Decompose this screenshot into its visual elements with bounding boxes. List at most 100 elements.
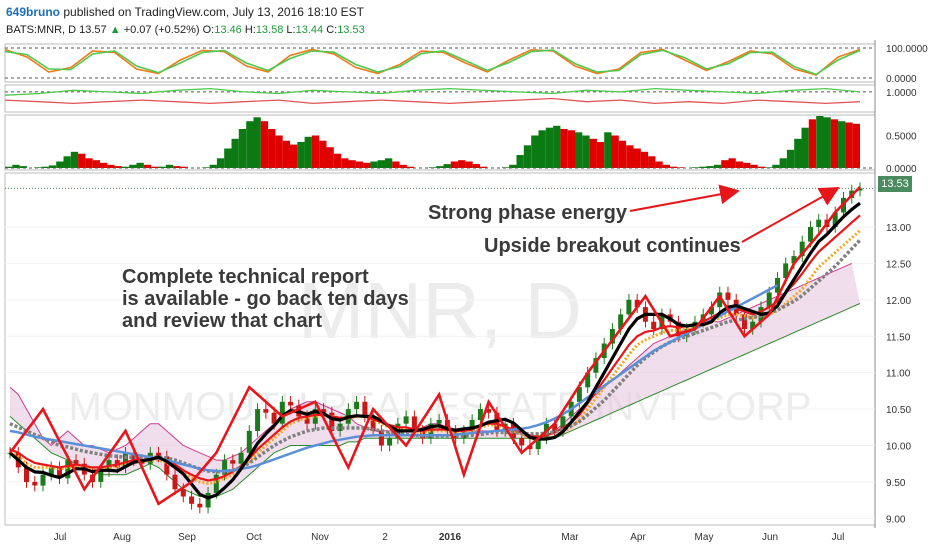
histogram-bar bbox=[786, 149, 795, 168]
time-tick-label: Jul bbox=[54, 532, 67, 543]
candle-body bbox=[750, 321, 756, 329]
annotation-breakout: Upside breakout continues bbox=[484, 235, 741, 257]
candle-body bbox=[799, 241, 805, 257]
candle-body bbox=[40, 474, 46, 486]
histogram-bar bbox=[677, 167, 685, 168]
candle-body bbox=[189, 496, 195, 504]
histogram-bar bbox=[311, 135, 320, 168]
moving-average-line bbox=[9, 284, 779, 473]
candle-body bbox=[362, 401, 368, 417]
candle-body bbox=[354, 401, 360, 410]
histogram-bar bbox=[165, 164, 174, 169]
histogram-bar bbox=[370, 161, 378, 168]
histogram-bar bbox=[706, 166, 714, 168]
candle-body bbox=[387, 438, 393, 446]
candle-body bbox=[469, 420, 475, 431]
price-tick-label: 10.50 bbox=[886, 405, 911, 416]
histogram-bar bbox=[319, 140, 327, 168]
histogram-bar bbox=[443, 164, 451, 168]
price-change: +0.07 (+0.52%) bbox=[123, 24, 200, 36]
histogram-bar bbox=[85, 158, 93, 169]
candle-body bbox=[246, 430, 252, 453]
candle-body bbox=[164, 456, 170, 475]
histogram-bar bbox=[545, 127, 554, 168]
candle-body bbox=[98, 471, 104, 482]
ticker-label[interactable]: BATS:MNR, D bbox=[6, 24, 77, 36]
histogram-bar bbox=[757, 166, 765, 168]
candle-body bbox=[329, 412, 335, 431]
last-price-tag: 13.53 bbox=[878, 176, 912, 192]
histogram-bar bbox=[377, 160, 385, 168]
time-tick-label: Oct bbox=[246, 532, 262, 543]
high-label: H: bbox=[244, 24, 256, 36]
histogram-bar bbox=[121, 166, 130, 168]
price-tick-label: 10.00 bbox=[886, 442, 911, 453]
osc-series-line bbox=[4, 87, 861, 96]
time-tick-label: Jun bbox=[762, 532, 778, 543]
histogram-bar bbox=[779, 158, 787, 169]
price-tick-label: 13.00 bbox=[886, 223, 911, 234]
candle-body bbox=[370, 416, 376, 431]
time-tick-label: Aug bbox=[113, 532, 131, 543]
up-arrow-icon: ▲ bbox=[109, 24, 121, 36]
price-tick-label: 9.00 bbox=[886, 514, 906, 525]
low-label: L: bbox=[286, 24, 296, 36]
histogram-bar bbox=[100, 162, 108, 168]
stoch-tick-label: 0.0000 bbox=[886, 74, 917, 85]
candle-body bbox=[32, 481, 38, 486]
time-tick-label: Jul bbox=[832, 532, 845, 543]
annotation-arrow bbox=[741, 187, 840, 243]
hist-tick-label: 0.5000 bbox=[886, 132, 917, 143]
candle-body bbox=[593, 358, 599, 373]
histogram-bar bbox=[290, 144, 298, 168]
histogram-bar bbox=[838, 121, 846, 168]
moving-average-line bbox=[8, 201, 861, 500]
time-tick-label: Apr bbox=[630, 532, 646, 543]
histogram-bar bbox=[238, 129, 247, 168]
histogram-bar bbox=[253, 117, 261, 168]
histogram-bar bbox=[794, 138, 802, 169]
price-tick-label: 11.00 bbox=[886, 369, 911, 380]
histogram-bar bbox=[151, 166, 159, 168]
histogram-bar bbox=[458, 160, 466, 168]
histogram-bar bbox=[348, 160, 356, 168]
histogram-bar bbox=[282, 140, 290, 168]
candle-body bbox=[172, 474, 178, 490]
candle-body bbox=[65, 460, 71, 479]
histogram-bar bbox=[750, 164, 758, 169]
histogram-bar bbox=[304, 136, 312, 168]
low-value: 13.44 bbox=[295, 24, 324, 36]
candle-body bbox=[585, 372, 591, 388]
histogram-bar bbox=[633, 148, 641, 168]
candle-body bbox=[48, 467, 54, 475]
publish-header: 649bruno published on TradingView.com, J… bbox=[6, 5, 364, 19]
histogram-bar bbox=[523, 145, 532, 169]
histogram-bar bbox=[129, 164, 137, 169]
histogram-bar bbox=[12, 164, 20, 169]
candle-body bbox=[238, 452, 244, 464]
high-value: 13.58 bbox=[255, 24, 284, 36]
candle-body bbox=[156, 452, 161, 457]
time-tick-label: Mar bbox=[561, 532, 579, 543]
candle-body bbox=[675, 321, 681, 337]
histogram-bar bbox=[260, 121, 269, 168]
candle-body bbox=[57, 467, 62, 479]
candle-body bbox=[560, 416, 566, 431]
histogram-bar bbox=[180, 166, 188, 168]
histogram-bar bbox=[772, 164, 780, 169]
time-tick-label: 2016 bbox=[439, 532, 462, 543]
histogram-bar bbox=[816, 116, 824, 168]
candle-body bbox=[486, 409, 492, 413]
candle-body bbox=[535, 438, 541, 450]
histogram-bar bbox=[436, 166, 444, 168]
histogram-bar bbox=[823, 117, 831, 168]
price-tick-label: 9.50 bbox=[886, 478, 906, 489]
candle-body bbox=[411, 416, 417, 431]
author-link[interactable]: 649bruno bbox=[6, 5, 61, 19]
histogram-bar bbox=[385, 158, 393, 169]
histogram-bar bbox=[268, 129, 276, 168]
close-value: 13.53 bbox=[337, 24, 365, 36]
price-tick-label: 12.00 bbox=[886, 296, 911, 307]
histogram-bar bbox=[480, 166, 488, 168]
candle-body bbox=[205, 492, 211, 508]
